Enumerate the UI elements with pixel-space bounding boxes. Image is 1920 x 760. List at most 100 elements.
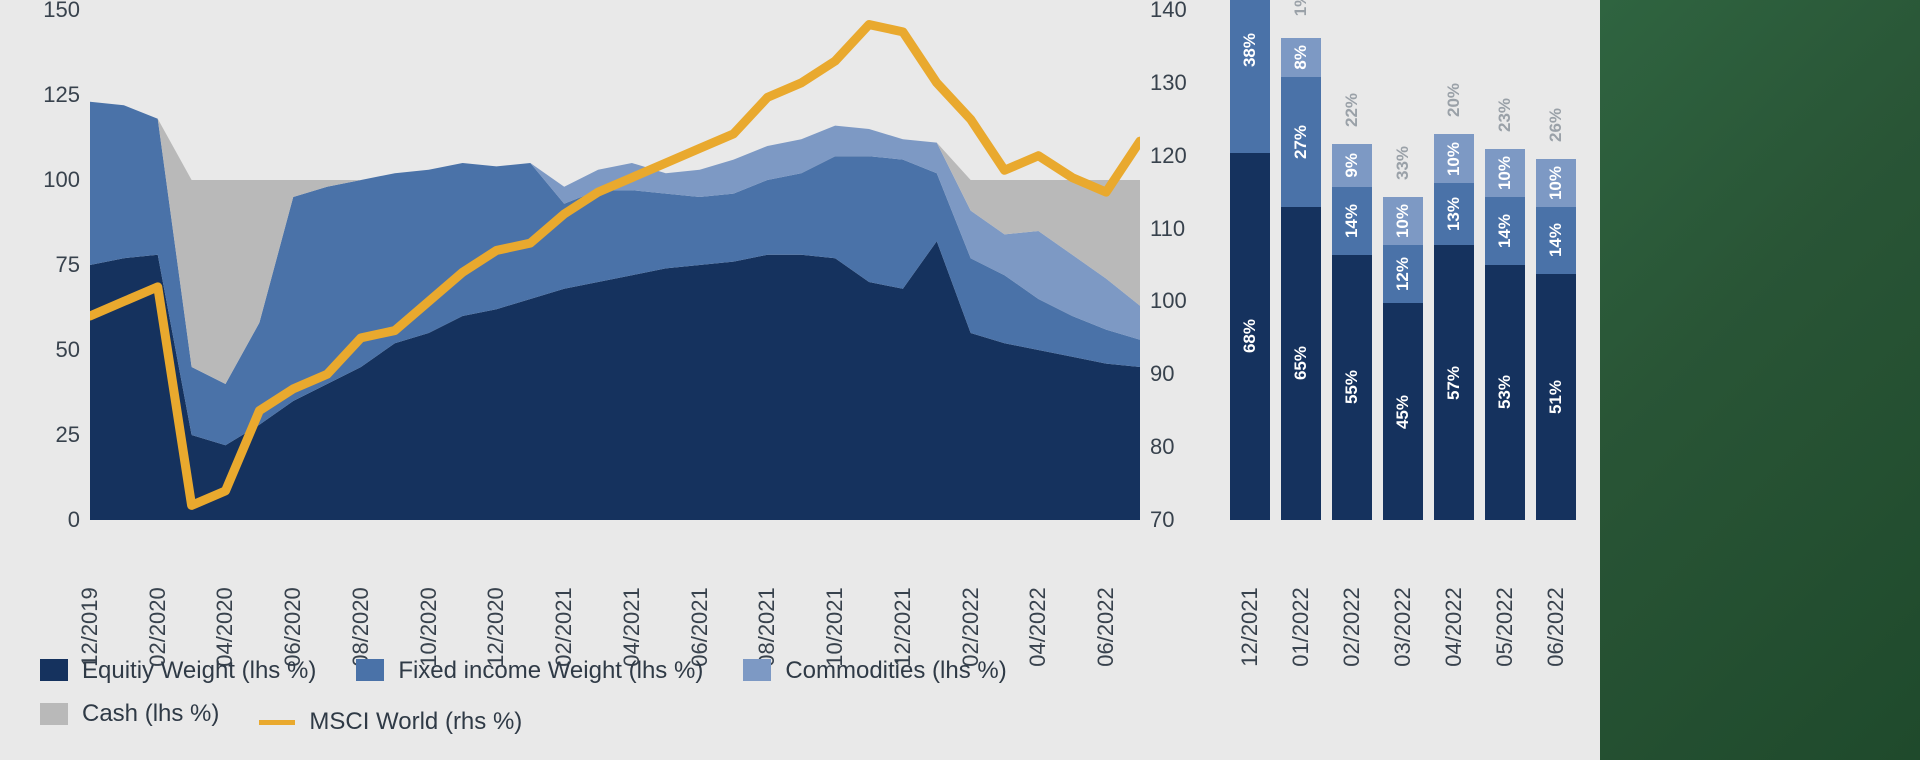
bar-x-tick: 03/2022 xyxy=(1390,587,1416,667)
area-chart-right-axis: 708090100110120130140 xyxy=(1150,10,1210,520)
legend-item: MSCI World (rhs %) xyxy=(259,702,522,742)
bar-segment-commod: 9% xyxy=(1332,144,1372,187)
legend-swatch-icon xyxy=(40,659,68,681)
bar-segment-fixed: 12% xyxy=(1383,245,1423,303)
legend-label: Fixed income Weight (lhs %) xyxy=(398,651,703,691)
bar-segment-label: 65% xyxy=(1291,346,1311,380)
left-axis-tick: 150 xyxy=(20,0,80,23)
bar-segment-equity: 45% xyxy=(1383,303,1423,520)
legend-label: MSCI World (rhs %) xyxy=(309,702,522,742)
allocation-bar: 45% 12% 10% xyxy=(1383,197,1423,520)
bar-segment-label: 10% xyxy=(1393,204,1413,238)
msci-world-line xyxy=(90,25,1140,506)
background-green-panel xyxy=(1600,0,1920,760)
bar-segment-label: 8% xyxy=(1291,45,1311,70)
legend-line-icon xyxy=(259,720,295,725)
bar-chart: 68%38%6%0%65%27%8%1%55%14%9%22%45%12%10%… xyxy=(1230,38,1590,650)
legend-label: Equitiy Weight (lhs %) xyxy=(82,651,316,691)
bar-segment-label: 68% xyxy=(1240,319,1260,353)
bar-segment-fixed: 14% xyxy=(1536,207,1576,274)
bar-segment-commod: 10% xyxy=(1434,134,1474,182)
legend-item: Cash (lhs %) xyxy=(40,694,219,734)
area-chart-line-svg xyxy=(90,10,1140,520)
allocation-bar: 57% 13% 10% xyxy=(1434,134,1474,520)
right-axis-tick: 120 xyxy=(1150,143,1210,169)
right-axis-tick: 90 xyxy=(1150,361,1210,387)
bar-segment-label: 27% xyxy=(1291,125,1311,159)
bar-x-tick: 01/2022 xyxy=(1288,587,1314,667)
right-axis-tick: 70 xyxy=(1150,507,1210,533)
bar-segment-equity: 53% xyxy=(1485,265,1525,520)
bar-segment-label: 14% xyxy=(1546,223,1566,257)
bar-cash-label: 22% xyxy=(1342,93,1362,127)
bar-segment-label: 9% xyxy=(1342,153,1362,178)
bar-segment-fixed: 38% xyxy=(1230,0,1270,153)
bar-cash-label: 1% xyxy=(1291,0,1311,16)
bar-segment-label: 10% xyxy=(1546,166,1566,200)
bar-segment-equity: 57% xyxy=(1434,245,1474,520)
bar-segment-commod: 10% xyxy=(1383,197,1423,245)
bar-segment-commod: 8% xyxy=(1281,38,1321,77)
bar-segment-label: 38% xyxy=(1240,33,1260,67)
bar-segment-label: 14% xyxy=(1495,214,1515,248)
left-axis-tick: 100 xyxy=(20,167,80,193)
legend-swatch-icon xyxy=(743,659,771,681)
area-chart-x-axis: 12/201902/202004/202006/202008/202010/20… xyxy=(90,530,1140,650)
bar-segment-equity: 65% xyxy=(1281,207,1321,520)
bar-chart-plot: 68%38%6%0%65%27%8%1%55%14%9%22%45%12%10%… xyxy=(1230,38,1590,520)
bar-cash-label: 33% xyxy=(1393,146,1413,180)
bar-segment-fixed: 14% xyxy=(1485,197,1525,264)
allocation-bar: 65% 27% 8% xyxy=(1281,38,1321,520)
legend-item: Fixed income Weight (lhs %) xyxy=(356,651,703,691)
legend-swatch-icon xyxy=(40,703,68,725)
bar-segment-fixed: 27% xyxy=(1281,77,1321,207)
right-axis-tick: 130 xyxy=(1150,70,1210,96)
bar-segment-equity: 51% xyxy=(1536,274,1576,520)
bar-segment-label: 12% xyxy=(1393,257,1413,291)
allocation-bar: 53% 14% 10% xyxy=(1485,149,1525,520)
legend-item: Equitiy Weight (lhs %) xyxy=(40,651,316,691)
right-axis-tick: 100 xyxy=(1150,288,1210,314)
right-axis-tick: 80 xyxy=(1150,434,1210,460)
legend-label: Commodities (lhs %) xyxy=(785,651,1006,691)
allocation-bar: 68%38%6% xyxy=(1230,0,1270,520)
bar-segment-fixed: 13% xyxy=(1434,183,1474,246)
bar-segment-label: 53% xyxy=(1495,375,1515,409)
bar-segment-label: 55% xyxy=(1342,370,1362,404)
legend-label: Cash (lhs %) xyxy=(82,694,219,734)
bar-x-tick: 06/2022 xyxy=(1543,587,1569,667)
bar-segment-equity: 68% xyxy=(1230,153,1270,520)
right-axis-tick: 110 xyxy=(1150,216,1210,242)
bar-x-tick: 02/2022 xyxy=(1339,587,1365,667)
bar-chart-x-axis: 12/202101/202202/202203/202204/202205/20… xyxy=(1230,530,1590,650)
bar-cash-label: 20% xyxy=(1444,83,1464,117)
allocation-bar: 55% 14% 9% xyxy=(1332,144,1372,520)
legend-item: Commodities (lhs %) xyxy=(743,651,1006,691)
left-axis-tick: 0 xyxy=(20,507,80,533)
bar-segment-label: 14% xyxy=(1342,204,1362,238)
bar-x-tick: 12/2021 xyxy=(1237,587,1263,667)
chart-legend: Equitiy Weight (lhs %) Fixed income Weigh… xyxy=(40,651,1220,742)
bar-segment-commod: 10% xyxy=(1485,149,1525,197)
area-chart-plot xyxy=(90,10,1140,520)
left-axis-tick: 75 xyxy=(20,252,80,278)
bar-segment-fixed: 14% xyxy=(1332,187,1372,254)
bar-segment-label: 10% xyxy=(1444,142,1464,176)
left-axis-tick: 50 xyxy=(20,337,80,363)
legend-swatch-icon xyxy=(356,659,384,681)
bar-segment-label: 45% xyxy=(1393,395,1413,429)
left-axis-tick: 25 xyxy=(20,422,80,448)
right-axis-tick: 140 xyxy=(1150,0,1210,23)
bar-x-tick: 05/2022 xyxy=(1492,587,1518,667)
bar-cash-label: 26% xyxy=(1546,107,1566,141)
bar-cash-label: 23% xyxy=(1495,98,1515,132)
area-chart-left-axis: 0255075100125150 xyxy=(20,10,80,520)
allocation-bar: 51% 14% 10% xyxy=(1536,159,1576,521)
bar-x-tick: 04/2022 xyxy=(1441,587,1467,667)
bar-segment-label: 13% xyxy=(1444,197,1464,231)
area-chart: 0255075100125150 708090100110120130140 1… xyxy=(20,10,1210,650)
left-axis-tick: 125 xyxy=(20,82,80,108)
bar-segment-label: 51% xyxy=(1546,380,1566,414)
bar-segment-label: 10% xyxy=(1495,156,1515,190)
bar-segment-equity: 55% xyxy=(1332,255,1372,520)
